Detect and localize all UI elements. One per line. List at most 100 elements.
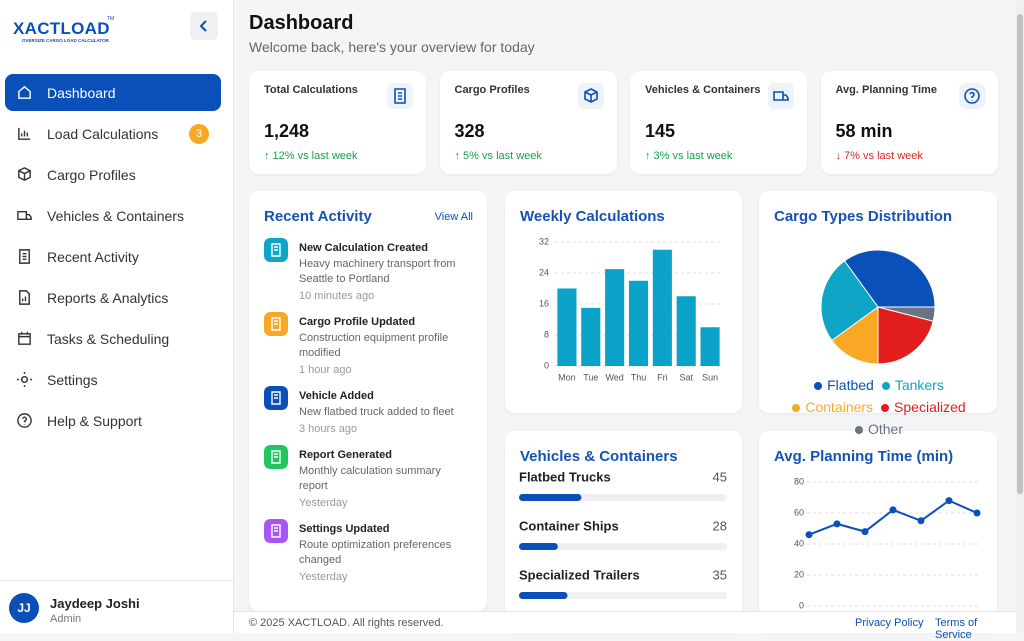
stat-card: Total Calculations 1,248 ↑ 12% vs last wee… bbox=[249, 71, 426, 174]
nav-icon bbox=[17, 211, 32, 220]
progress-bar bbox=[519, 592, 568, 599]
nav-item[interactable]: Recent Activity bbox=[5, 238, 221, 275]
nav: Dashboard Load Calculations 3 Cargo Profile… bbox=[5, 74, 221, 443]
nav-label: Cargo Profiles bbox=[47, 166, 136, 183]
item-label: Specialized Trailers bbox=[519, 567, 640, 582]
activity-description: Construction equipment profile modified bbox=[299, 332, 449, 359]
nav-icon bbox=[17, 413, 32, 428]
activity-time: Yesterday bbox=[299, 571, 348, 583]
icon-path bbox=[271, 450, 281, 464]
stat-value: 1,248 bbox=[264, 121, 310, 141]
stat-card: Cargo Profiles 328 ↑ 5% vs last week bbox=[439, 71, 617, 174]
legend-entry[interactable]: Flatbed bbox=[814, 374, 874, 396]
icon-path bbox=[18, 331, 31, 345]
y-tick-label: 20 bbox=[794, 569, 804, 579]
bar bbox=[557, 288, 577, 366]
activity-description: Heavy machinery transport from Seattle t… bbox=[299, 258, 456, 285]
point bbox=[973, 509, 981, 517]
x-tick-label: Thu bbox=[631, 372, 647, 382]
pie-slice bbox=[877, 306, 936, 322]
copyright: © 2025 XACTLOAD. All rights reserved. bbox=[249, 617, 444, 629]
stat-value: 58 min bbox=[835, 121, 893, 141]
legend-label: Specialized bbox=[894, 399, 966, 415]
activity-icon bbox=[264, 312, 288, 336]
legend-entry[interactable]: Tankers bbox=[881, 374, 944, 396]
nav-item[interactable]: Dashboard bbox=[5, 74, 221, 111]
icon-path bbox=[18, 85, 31, 99]
item-value: 35 bbox=[713, 567, 727, 582]
nav-label: Settings bbox=[47, 371, 98, 388]
nav-item[interactable]: Vehicles & Containers bbox=[5, 197, 221, 234]
nav-icon bbox=[18, 331, 31, 345]
y-tick-label: 40 bbox=[794, 538, 804, 548]
icon-path bbox=[271, 524, 281, 538]
bar bbox=[700, 327, 720, 366]
legend-dot bbox=[881, 404, 890, 412]
x-tick-label: Sat bbox=[679, 372, 693, 382]
scrollbar[interactable] bbox=[1016, 0, 1024, 633]
nav-icon bbox=[18, 167, 31, 181]
activity-item[interactable]: Cargo Profile Updated Construction equipm… bbox=[264, 312, 471, 378]
progress-bar bbox=[519, 494, 582, 501]
footer-link[interactable]: Privacy Policy bbox=[855, 617, 924, 629]
icon-path bbox=[17, 413, 32, 428]
stat-change: ↑ 12% vs last week bbox=[264, 150, 358, 162]
pie-slice bbox=[877, 306, 934, 365]
weekly-card: Weekly Calculations 0 8 16 24 32 Mon Tue Wed Thu F… bbox=[505, 191, 742, 413]
legend-dot bbox=[881, 382, 890, 390]
card-title: Vehicles & Containers bbox=[520, 448, 678, 465]
stat-change: ↓ 7% vs last week bbox=[835, 150, 923, 162]
item-value: 45 bbox=[713, 469, 727, 484]
x-tick-label: Sun bbox=[702, 372, 718, 382]
activity-title: Cargo Profile Updated bbox=[299, 316, 416, 328]
icon-path bbox=[583, 88, 598, 103]
card-title: Cargo Types Distribution bbox=[774, 208, 953, 225]
bar bbox=[605, 269, 625, 366]
page-subtitle: Welcome back, here's your overview for t… bbox=[249, 39, 535, 55]
x-tick-label: Tue bbox=[583, 372, 598, 382]
nav-label: Dashboard bbox=[47, 84, 116, 101]
legend-entry[interactable]: Specialized bbox=[881, 396, 966, 418]
nav-icon bbox=[19, 249, 30, 264]
chart bbox=[820, 249, 936, 365]
line bbox=[808, 499, 978, 536]
nav-item[interactable]: Tasks & Scheduling bbox=[5, 320, 221, 357]
stat-card: Vehicles & Containers 145 ↑ 3% vs last wee… bbox=[630, 71, 807, 174]
icon-path bbox=[17, 211, 32, 220]
y-tick-label: 60 bbox=[794, 507, 804, 517]
pie-slice bbox=[831, 306, 879, 365]
activity-title: Settings Updated bbox=[299, 523, 390, 535]
activity-item[interactable]: New Calculation Created Heavy machinery t… bbox=[264, 238, 471, 304]
activity-item[interactable]: Vehicle Added New flatbed truck added to … bbox=[264, 386, 471, 437]
nav-item[interactable]: Settings bbox=[5, 361, 221, 398]
footer: © 2025 XACTLOAD. All rights reserved. Pr… bbox=[234, 611, 1016, 641]
activity-item[interactable]: Settings Updated Route optimization prefe… bbox=[264, 519, 471, 585]
collapse-button[interactable] bbox=[190, 12, 218, 40]
legend-entry[interactable]: Containers bbox=[792, 396, 873, 418]
nav-item[interactable]: Reports & Analytics bbox=[5, 279, 221, 316]
brand-tagline: OVERSIZE CARGO LOAD CALCULATOR bbox=[22, 38, 109, 43]
nav-icon bbox=[18, 127, 31, 140]
nav-item[interactable]: Help & Support bbox=[5, 402, 221, 439]
bar bbox=[628, 280, 649, 366]
legend-dot bbox=[854, 426, 863, 434]
avatar[interactable]: JJ bbox=[9, 593, 39, 623]
activity-item[interactable]: Report Generated Monthly calculation summ… bbox=[264, 445, 471, 511]
nav-label: Reports & Analytics bbox=[47, 289, 169, 306]
legend-entry[interactable]: Other bbox=[854, 418, 903, 440]
nav-badge: 3 bbox=[189, 123, 209, 144]
activity-title: New Calculation Created bbox=[299, 242, 428, 254]
card-title: Recent Activity bbox=[264, 208, 372, 225]
chart: 0 20 40 60 80 bbox=[794, 476, 981, 610]
pie-slice bbox=[820, 260, 879, 342]
progress-track bbox=[519, 592, 727, 599]
icon-path bbox=[271, 391, 281, 405]
footer-link[interactable]: Terms of Service bbox=[935, 617, 978, 641]
point bbox=[861, 528, 869, 536]
view-all-link[interactable]: View All bbox=[434, 211, 473, 223]
nav-item[interactable]: Load Calculations 3 bbox=[5, 115, 221, 152]
activity-description: New flatbed truck added to fleet bbox=[299, 406, 454, 418]
item-label: Container Ships bbox=[519, 518, 619, 533]
y-tick-label: 8 bbox=[544, 329, 549, 339]
nav-item[interactable]: Cargo Profiles bbox=[5, 156, 221, 193]
